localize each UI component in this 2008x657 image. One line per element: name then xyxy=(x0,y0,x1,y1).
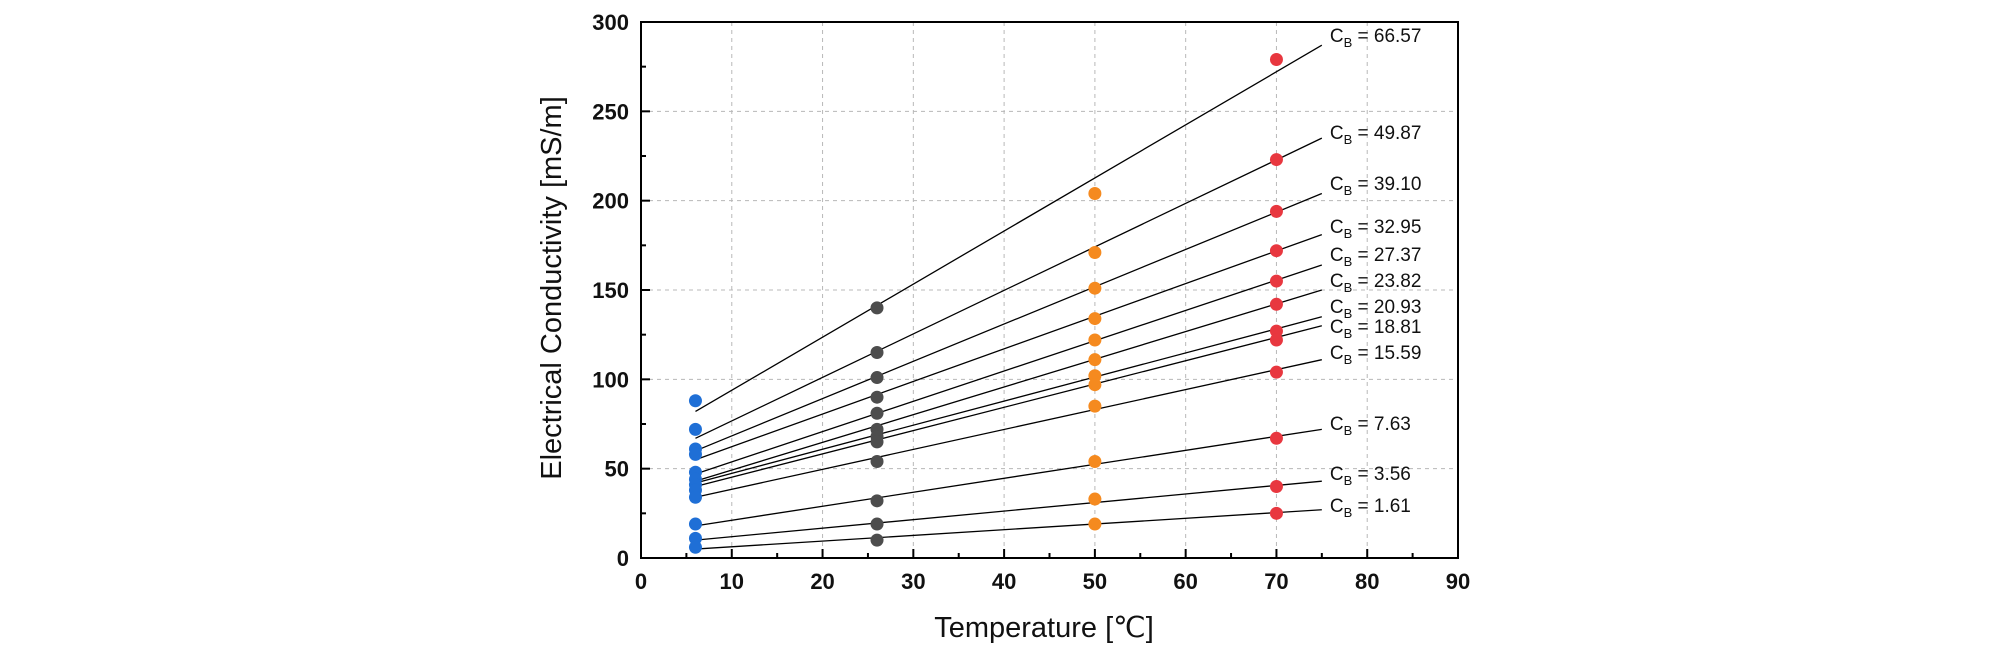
axis-ticks: 0 10 20 30 40 50 60 70 80 90 0 50 100 150 200 250 300 xyxy=(592,10,1470,594)
x-tick-label: 0 xyxy=(635,569,647,594)
data-point xyxy=(1088,333,1102,347)
y-tick-label: 50 xyxy=(605,457,629,482)
series-label: CB = 39.10 xyxy=(1330,174,1422,198)
x-tick-label: 80 xyxy=(1355,569,1379,594)
data-point xyxy=(1088,378,1102,392)
x-tick-label: 20 xyxy=(810,569,834,594)
x-tick-label: 50 xyxy=(1083,569,1107,594)
fit-line xyxy=(695,137,1323,439)
data-point xyxy=(870,406,884,420)
fit-line xyxy=(695,289,1323,482)
fit-line xyxy=(695,428,1322,527)
data-point xyxy=(1088,187,1102,201)
data-point xyxy=(870,301,884,315)
data-point xyxy=(1269,153,1283,167)
data-point xyxy=(1269,244,1283,258)
x-tick-label: 70 xyxy=(1264,569,1288,594)
data-points xyxy=(688,53,1283,554)
series-label: CB = 66.57 xyxy=(1330,26,1422,50)
series-label: CB = 23.82 xyxy=(1330,271,1422,295)
fit-line xyxy=(695,359,1322,498)
series-label: CB = 27.37 xyxy=(1330,245,1422,269)
data-point xyxy=(1269,480,1283,494)
fit-line xyxy=(695,44,1323,413)
fit-line xyxy=(695,509,1322,550)
series-label: CB = 3.56 xyxy=(1330,464,1411,488)
fit-lines xyxy=(695,44,1323,550)
y-tick-label: 150 xyxy=(592,278,629,303)
data-point xyxy=(870,494,884,508)
grid-layer xyxy=(641,22,1458,558)
data-point xyxy=(1269,506,1283,520)
y-tick-label: 0 xyxy=(617,546,629,571)
data-point xyxy=(688,517,702,531)
fit-line xyxy=(695,192,1323,452)
data-point xyxy=(1269,333,1283,347)
data-point xyxy=(1088,245,1102,259)
data-point xyxy=(870,390,884,404)
series-label: CB = 1.61 xyxy=(1330,496,1411,520)
data-point xyxy=(870,517,884,531)
data-point xyxy=(1269,204,1283,218)
y-tick-label: 100 xyxy=(592,367,629,392)
series-label: CB = 20.93 xyxy=(1330,297,1422,321)
fit-line xyxy=(695,316,1323,484)
data-point xyxy=(1269,53,1283,67)
x-tick-label: 10 xyxy=(720,569,744,594)
data-point xyxy=(870,371,884,385)
x-tick-label: 40 xyxy=(992,569,1016,594)
data-point xyxy=(1088,492,1102,506)
data-point xyxy=(1088,312,1102,326)
y-axis-title: Electrical Conductivity [mS/m] xyxy=(536,96,568,480)
data-point xyxy=(1088,517,1102,531)
data-point xyxy=(688,394,702,408)
data-point xyxy=(870,533,884,547)
y-tick-label: 200 xyxy=(592,189,629,214)
data-point xyxy=(870,455,884,469)
y-tick-label: 300 xyxy=(592,10,629,35)
data-point xyxy=(1269,431,1283,445)
data-point xyxy=(1088,369,1102,383)
data-point xyxy=(1088,399,1102,413)
x-axis-title: Temperature [℃] xyxy=(934,612,1154,644)
data-point xyxy=(688,422,702,436)
data-point xyxy=(688,490,702,504)
data-point xyxy=(1269,297,1283,311)
data-point xyxy=(870,346,884,360)
series-labels: CB = 66.57 CB = 49.87 CB = 39.10 CB = 32.95… xyxy=(1330,26,1422,520)
data-point xyxy=(688,540,702,554)
data-point xyxy=(1088,281,1102,295)
fit-line xyxy=(695,480,1322,541)
series-label: CB = 49.87 xyxy=(1330,123,1422,147)
data-point xyxy=(1269,274,1283,288)
y-tick-label: 250 xyxy=(592,99,629,124)
fit-line xyxy=(695,234,1323,461)
series-label: CB = 15.59 xyxy=(1330,343,1422,367)
data-point xyxy=(870,435,884,449)
fit-line xyxy=(695,325,1322,488)
data-point xyxy=(1088,455,1102,469)
data-point xyxy=(1269,324,1283,338)
fit-line xyxy=(695,264,1323,475)
data-point xyxy=(1088,353,1102,367)
series-label: CB = 7.63 xyxy=(1330,414,1411,438)
series-label: CB = 32.95 xyxy=(1330,217,1422,241)
data-point xyxy=(1269,365,1283,379)
x-tick-label: 90 xyxy=(1446,569,1470,594)
data-point xyxy=(688,531,702,545)
data-point xyxy=(688,447,702,461)
series-label: CB = 18.81 xyxy=(1330,317,1422,341)
x-tick-label: 30 xyxy=(901,569,925,594)
x-tick-label: 60 xyxy=(1173,569,1197,594)
